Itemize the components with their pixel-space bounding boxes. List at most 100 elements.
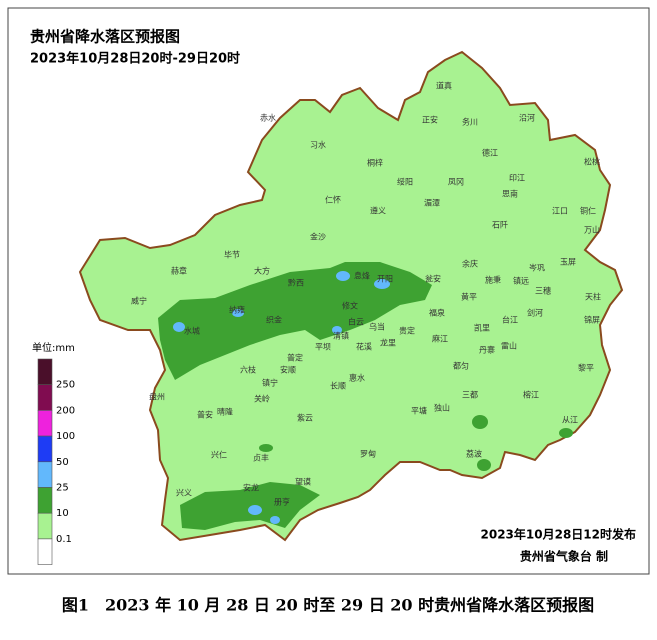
place-label: 都匀: [453, 361, 469, 371]
legend-unit: 单位:mm: [32, 341, 75, 354]
legend-swatch: [37, 358, 53, 386]
place-label: 凯里: [474, 323, 490, 333]
place-label: 花溪: [356, 342, 372, 352]
place-label: 威宁: [131, 296, 147, 306]
agency: 贵州省气象台 制: [520, 549, 608, 564]
place-label: 湄潭: [424, 199, 440, 208]
place-label: 桐梓: [367, 158, 383, 168]
place-label: 德江: [482, 148, 498, 158]
legend-swatch: [37, 410, 53, 437]
legend-label: 250: [56, 380, 75, 391]
rain-area-moderate: [259, 444, 273, 452]
legend-swatch: [37, 461, 53, 488]
place-label: 福泉: [429, 308, 445, 318]
legend-label: 25: [56, 483, 69, 494]
place-label: 册亨: [274, 497, 290, 507]
place-label: 台江: [502, 315, 518, 325]
place-label: 沿河: [519, 113, 535, 123]
place-label: 岑巩: [529, 263, 545, 273]
place-label: 龙里: [380, 338, 396, 348]
place-label: 罗甸: [360, 449, 376, 459]
place-label: 江口: [552, 207, 568, 216]
rain-area-heavy: [336, 271, 350, 281]
place-label: 道真: [436, 81, 452, 91]
place-label: 安龙: [243, 483, 259, 493]
place-label: 正安: [422, 115, 438, 125]
place-label: 天柱: [585, 292, 601, 302]
legend-swatch: [37, 487, 53, 514]
place-label: 剑河: [527, 308, 543, 318]
place-label: 习水: [310, 140, 326, 150]
place-label: 绥阳: [397, 177, 413, 187]
place-label: 清镇: [333, 331, 349, 341]
place-label: 印江: [509, 174, 525, 183]
legend-label: 200: [56, 405, 75, 416]
place-label: 乌当: [369, 322, 385, 332]
place-label: 凤冈: [448, 178, 464, 187]
place-label: 开阳: [377, 275, 393, 284]
legend-swatch: [37, 538, 53, 565]
place-label: 务川: [462, 117, 478, 127]
place-label: 三穗: [535, 286, 551, 296]
place-label: 锦屏: [584, 315, 600, 325]
legend-label: 0.1: [56, 534, 72, 545]
place-label: 贞丰: [253, 453, 269, 463]
place-label: 兴仁: [211, 450, 227, 460]
issue-time: 2023年10月28日12时发布: [481, 527, 637, 542]
rain-area-heavy: [173, 322, 185, 332]
legend-label: 100: [56, 431, 75, 442]
legend-swatch: [37, 384, 53, 411]
place-label: 独山: [434, 403, 450, 413]
rain-area-heavy: [374, 279, 390, 289]
place-label: 玉屏: [560, 258, 576, 267]
rain-area-heavy: [332, 326, 342, 334]
place-label: 毕节: [224, 250, 240, 260]
place-label: 水城: [184, 326, 200, 336]
rain-area-moderate: [559, 428, 573, 438]
place-label: 镇远: [513, 276, 529, 286]
place-label: 赤水: [260, 113, 276, 123]
legend-label: 10: [56, 508, 69, 519]
legend: 250 200 100 50 25 10 0.1: [37, 358, 75, 565]
place-label: 纳雍: [229, 305, 245, 315]
place-label: 普定: [287, 353, 303, 363]
place-label: 修文: [342, 301, 358, 311]
rain-area-heavy: [270, 516, 280, 524]
place-label: 紫云: [297, 414, 313, 423]
place-label: 遵义: [370, 206, 386, 216]
legend-label: 50: [56, 457, 69, 468]
place-label: 兴义: [176, 489, 192, 498]
rain-area-moderate: [180, 482, 320, 530]
rain-area-moderate: [477, 459, 491, 471]
map-title: 贵州省降水落区预报图: [30, 28, 180, 46]
place-label: 从江: [562, 416, 578, 425]
place-label: 荔波: [466, 449, 482, 459]
place-label: 大方: [254, 266, 270, 276]
place-label: 普安: [197, 410, 213, 420]
place-label: 三都: [462, 391, 478, 400]
place-label: 施秉: [485, 275, 501, 285]
place-label: 瓮安: [425, 274, 441, 284]
figure-caption: 图1 2023 年 10 月 28 日 20 时至 29 日 20 时贵州省降水…: [62, 596, 594, 615]
rain-area-moderate: [472, 415, 488, 429]
place-label: 黔西: [288, 278, 304, 288]
place-label: 六枝: [240, 365, 256, 375]
place-label: 黄平: [461, 292, 477, 302]
place-label: 贵定: [399, 326, 415, 336]
place-label: 盘州: [149, 392, 165, 402]
legend-swatch: [37, 435, 53, 463]
map-subtitle: 2023年10月28日20时-29日20时: [30, 51, 240, 67]
place-label: 平塘: [411, 406, 427, 416]
rain-area-heavy: [232, 309, 244, 317]
place-label: 余庆: [462, 259, 478, 269]
place-label: 平坝: [315, 343, 331, 352]
place-label: 长顺: [330, 381, 346, 391]
place-label: 万山: [584, 225, 600, 235]
place-label: 赫章: [171, 266, 187, 276]
place-label: 镇宁: [262, 378, 278, 388]
place-label: 雷山: [501, 341, 517, 351]
place-label: 白云: [348, 317, 364, 327]
